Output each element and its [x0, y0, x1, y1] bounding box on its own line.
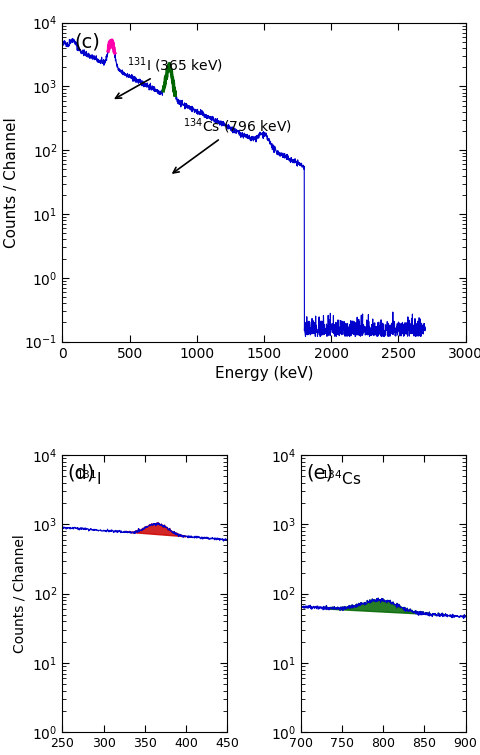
Text: $^{134}$Cs: $^{134}$Cs — [321, 469, 361, 488]
Text: $^{131}$I: $^{131}$I — [75, 469, 101, 488]
Text: (e): (e) — [306, 464, 333, 482]
Y-axis label: Counts / Channel: Counts / Channel — [4, 117, 19, 248]
Y-axis label: Counts / Channel: Counts / Channel — [12, 535, 26, 653]
Text: (c): (c) — [74, 32, 100, 51]
Text: (d): (d) — [67, 464, 95, 482]
Text: $^{134}$Cs (796 keV): $^{134}$Cs (796 keV) — [173, 116, 292, 173]
Text: $^{131}$I (365 keV): $^{131}$I (365 keV) — [116, 55, 223, 98]
X-axis label: Energy (keV): Energy (keV) — [215, 366, 313, 381]
